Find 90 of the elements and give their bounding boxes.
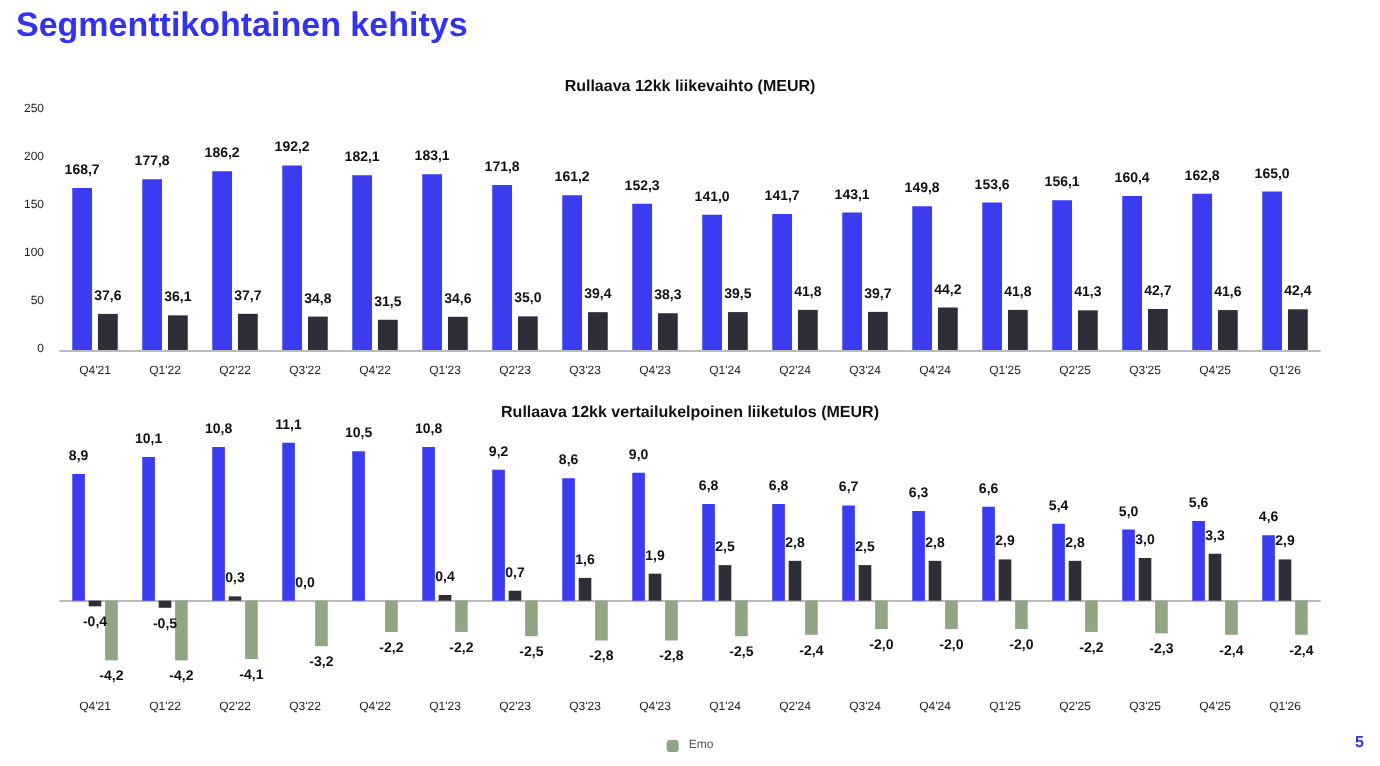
- bar: [842, 505, 855, 601]
- bar: [788, 560, 802, 601]
- bar: [1225, 600, 1238, 635]
- bar: [727, 312, 748, 350]
- bar: [998, 559, 1012, 601]
- bar: [72, 188, 93, 350]
- bar: [665, 600, 678, 641]
- bar: [438, 594, 452, 601]
- bar: [307, 316, 328, 350]
- bar: [158, 600, 172, 608]
- bar: [1217, 310, 1238, 350]
- bar: [562, 195, 583, 350]
- bar: [447, 316, 468, 350]
- bar: [772, 503, 785, 601]
- bar: [702, 214, 723, 350]
- bar: [772, 213, 793, 350]
- bar: [175, 600, 188, 661]
- bar: [1122, 529, 1135, 601]
- bar: [517, 316, 538, 350]
- bar: [858, 565, 872, 601]
- bar: [422, 174, 443, 350]
- bar: [245, 600, 258, 659]
- bar: [718, 565, 732, 601]
- bar: [212, 171, 233, 350]
- bar: [805, 600, 818, 635]
- bar: [1052, 200, 1073, 350]
- bar: [142, 457, 155, 601]
- bar: [702, 503, 715, 601]
- chart-title: Rullaava 12kk vertailukelpoinen liiketulos (MEUR): [501, 403, 880, 421]
- bar: [282, 165, 303, 350]
- bar: [797, 309, 818, 350]
- bar: [492, 469, 505, 601]
- bar: [982, 506, 995, 601]
- text: Segmenttikohtainen kehitys: [16, 6, 468, 44]
- bar: [928, 560, 942, 601]
- bar: [508, 590, 522, 601]
- bar: [72, 474, 85, 601]
- bar: [1262, 191, 1283, 350]
- bar: [632, 472, 645, 601]
- bar: [385, 600, 398, 632]
- bar: [1085, 600, 1098, 632]
- bar: [912, 511, 925, 601]
- bar: [1295, 600, 1308, 635]
- bar: [945, 600, 958, 630]
- bar: [1052, 523, 1065, 601]
- bar: [1208, 553, 1222, 601]
- bar: [578, 577, 592, 601]
- bar: [377, 319, 398, 350]
- bar: [352, 451, 365, 601]
- bar: [1138, 558, 1152, 601]
- bar: [1278, 559, 1292, 601]
- bar: [492, 185, 513, 350]
- bar: [1007, 309, 1028, 350]
- bar: [525, 600, 538, 637]
- bar: [595, 600, 608, 641]
- bar: [97, 313, 118, 350]
- bar: [167, 315, 188, 350]
- bar: [1192, 193, 1213, 350]
- bar: [867, 311, 888, 350]
- bar: [142, 179, 163, 350]
- text: 5: [1355, 733, 1366, 751]
- bar: [842, 212, 863, 350]
- bar: [1262, 535, 1275, 601]
- chart-title: Rullaava 12kk liikevaihto (MEUR): [564, 77, 817, 95]
- bar: [237, 313, 258, 350]
- bar: [912, 206, 933, 350]
- bar: [282, 442, 295, 601]
- bar: [105, 600, 118, 661]
- bar: [212, 447, 225, 601]
- bar: [352, 175, 373, 350]
- bar: [735, 600, 748, 637]
- bar: [1015, 600, 1028, 630]
- bar: [1155, 600, 1168, 634]
- bar: [937, 307, 958, 350]
- bar: [632, 203, 653, 350]
- bar: [1068, 560, 1082, 601]
- bar: [455, 600, 468, 632]
- bar: [1147, 309, 1168, 350]
- bar: [875, 600, 888, 630]
- bar: [422, 447, 435, 601]
- bar: [1077, 310, 1098, 350]
- bar: [562, 478, 575, 601]
- bar: [657, 313, 678, 350]
- bar: [1192, 521, 1205, 601]
- bar: [315, 600, 328, 647]
- bar: [1122, 196, 1143, 350]
- bar: [587, 312, 608, 350]
- bar: [982, 202, 1003, 350]
- bar: [1287, 309, 1308, 350]
- bar: [648, 573, 662, 601]
